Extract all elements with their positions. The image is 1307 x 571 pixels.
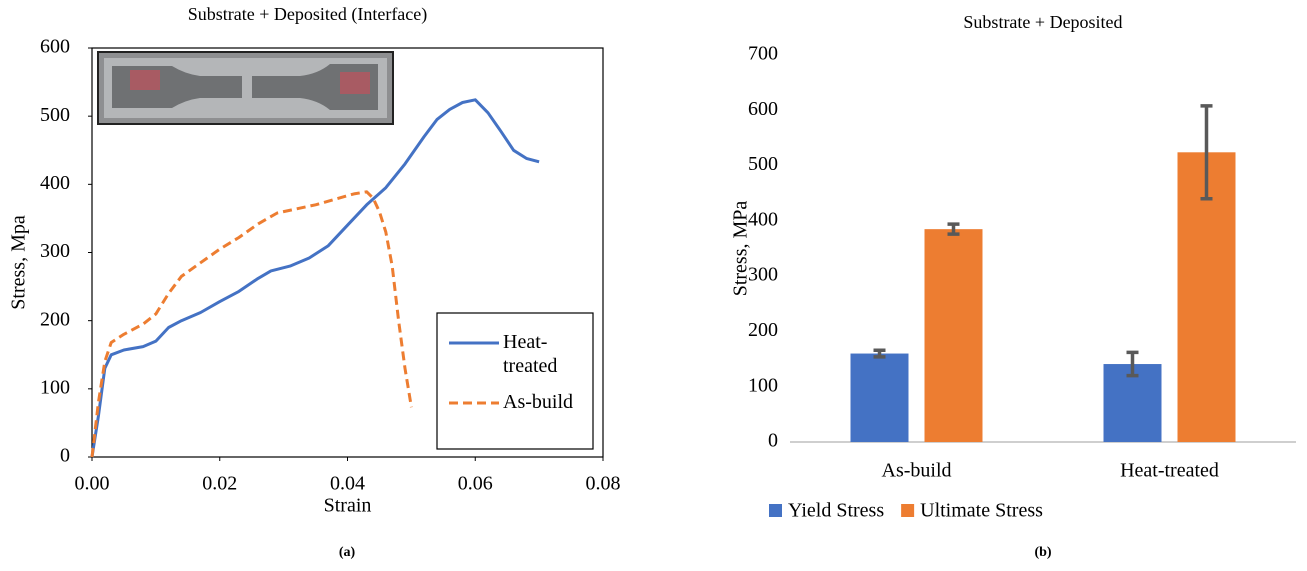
legend-label: Ultimate Stress <box>920 500 1043 522</box>
legend-label: Heat-treated <box>503 330 589 378</box>
y-tick-label: 600 <box>40 36 70 58</box>
bar <box>851 354 909 442</box>
caption: (a) <box>339 545 356 560</box>
y-tick-label: 100 <box>748 374 778 396</box>
y-tick-label: 0 <box>768 430 778 452</box>
legend-swatch <box>769 504 782 517</box>
y-tick-label: 400 <box>40 172 70 194</box>
x-axis-label: Strain <box>324 495 372 517</box>
y-axis-label: Stress, Mpa <box>8 215 30 310</box>
inset-photo <box>98 52 393 124</box>
series-line <box>92 192 411 457</box>
chart-title: Substrate + Deposited (Interface) <box>188 4 428 25</box>
legend-label: As-build <box>503 390 589 414</box>
x-tick-label: 0.02 <box>202 473 237 495</box>
x-tick-label: Heat-treated <box>1120 460 1219 482</box>
y-tick-label: 300 <box>748 264 778 286</box>
y-tick-label: 0 <box>60 445 70 467</box>
legend-entry: Heat-treated <box>503 330 589 390</box>
x-tick-label: 0.08 <box>586 473 621 495</box>
x-tick-label: As-build <box>882 460 952 482</box>
x-tick-label: 0.00 <box>75 473 110 495</box>
y-tick-label: 700 <box>748 43 778 65</box>
legend-swatch <box>901 504 914 517</box>
y-tick-label: 500 <box>748 153 778 175</box>
figure: Substrate + Deposited (Interface) (a) 0 10… <box>0 0 1307 571</box>
y-tick-label: 500 <box>40 104 70 126</box>
y-tick-label: 400 <box>748 208 778 230</box>
chart-title: Substrate + Deposited <box>963 12 1122 32</box>
caption: (b) <box>1034 545 1051 560</box>
x-tick-label: 0.06 <box>458 473 493 495</box>
y-tick-label: 100 <box>40 376 70 398</box>
y-tick-label: 200 <box>748 319 778 341</box>
bar <box>925 229 983 442</box>
y-axis-label: Stress, MPa <box>730 201 752 297</box>
y-tick-label: 200 <box>40 308 70 330</box>
legend-label: Yield Stress <box>788 500 884 522</box>
y-tick-label: 600 <box>748 98 778 120</box>
y-tick-label: 300 <box>40 240 70 262</box>
legend-entry: As-build <box>503 390 589 450</box>
x-tick-label: 0.04 <box>330 473 365 495</box>
